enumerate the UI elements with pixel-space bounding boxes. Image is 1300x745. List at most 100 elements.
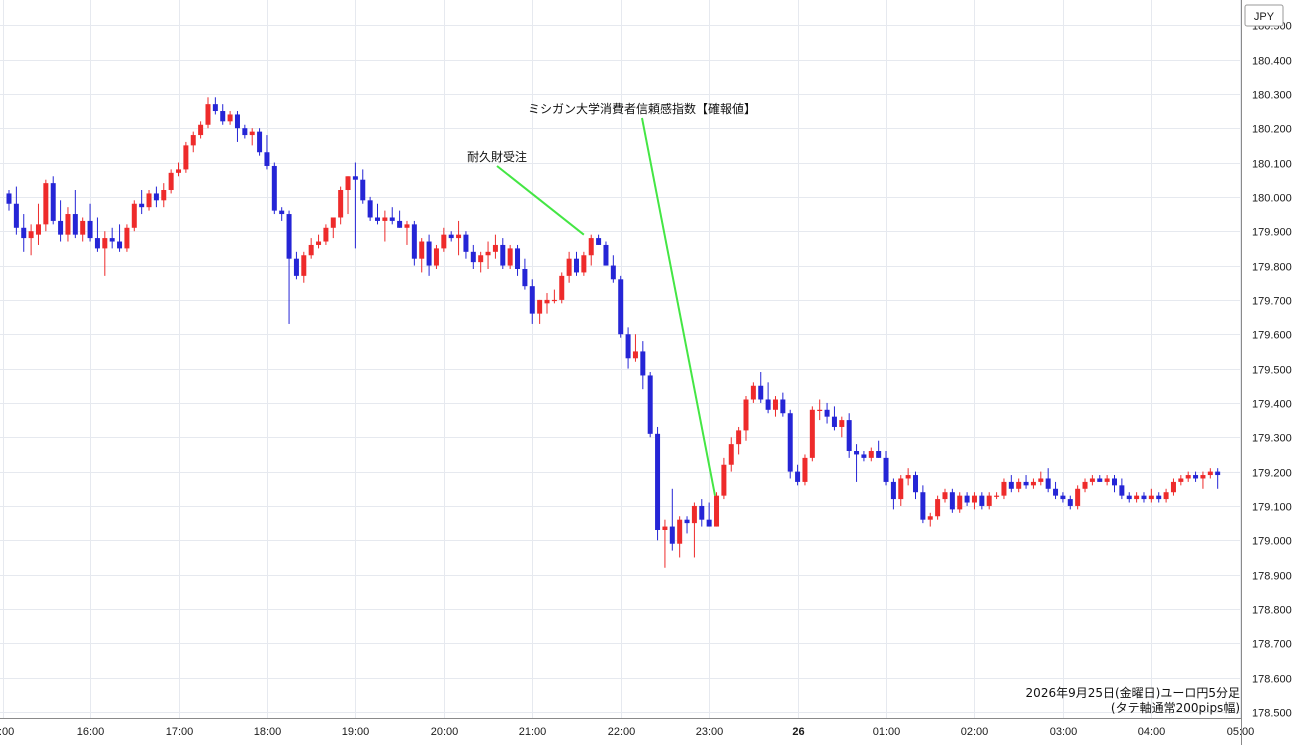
candle-body — [139, 203, 145, 208]
candle — [979, 492, 985, 510]
x-tick-label: 16:00 — [77, 726, 105, 738]
candle — [905, 468, 911, 486]
candle-body — [986, 495, 992, 506]
candle-body — [6, 193, 12, 204]
candle — [566, 251, 572, 283]
candle-body — [441, 234, 447, 249]
candle — [632, 334, 638, 362]
candle — [338, 186, 344, 225]
candle — [1067, 495, 1073, 510]
candle-body — [935, 499, 941, 517]
candle — [949, 488, 955, 513]
candle-body — [1193, 475, 1199, 479]
candle — [529, 279, 535, 324]
candle-body — [448, 234, 454, 239]
candle — [986, 492, 992, 510]
candle-body — [389, 217, 395, 221]
candle — [6, 190, 12, 211]
candle-body — [515, 248, 521, 269]
y-tick-label: 179.700 — [1252, 296, 1292, 308]
candle-body — [559, 275, 565, 300]
candle — [780, 392, 786, 417]
candle — [890, 478, 896, 510]
candle — [301, 251, 307, 283]
candle-body — [234, 114, 240, 129]
annotations: 耐久財受注 ミシガン大学消費者信頼感指数【確報値】 — [467, 101, 756, 496]
candle-body — [537, 299, 543, 314]
candle — [470, 244, 476, 269]
candle-body — [573, 258, 579, 273]
candle-body — [949, 492, 955, 510]
price-axis[interactable]: 180.500180.400180.300180.200180.100180.0… — [1252, 21, 1292, 720]
candle — [35, 203, 41, 245]
candle — [846, 413, 852, 458]
candle — [758, 372, 764, 403]
candle-body — [1170, 481, 1176, 493]
candle-body — [1112, 478, 1117, 486]
candle-body — [220, 111, 226, 122]
candle — [1016, 478, 1022, 493]
time-axis[interactable]: 5:00 16:00 17:00 18:00 19:00 20:00 21:00 22:00 2… — [0, 726, 1254, 738]
candle-body — [905, 475, 911, 479]
candle — [772, 396, 778, 417]
candle — [994, 492, 1000, 500]
y-tick-label: 180.100 — [1252, 159, 1292, 171]
candle — [293, 251, 299, 280]
x-tick-label: 03:00 — [1050, 726, 1078, 738]
candle-body — [1075, 488, 1081, 506]
candle — [515, 244, 521, 276]
candle-body — [1104, 478, 1110, 482]
candle-body — [190, 135, 196, 146]
y-tick-label: 179.900 — [1252, 227, 1292, 239]
candle-body — [323, 227, 329, 242]
candle — [212, 97, 218, 115]
candle-body — [249, 131, 255, 136]
candle-body — [677, 519, 683, 544]
candle-body — [28, 231, 34, 239]
candle — [316, 234, 322, 249]
candle-body — [286, 214, 292, 259]
candle-body — [831, 416, 837, 427]
candle — [352, 162, 358, 249]
y-tick-label: 180.300 — [1252, 90, 1292, 102]
candle — [205, 97, 211, 129]
candle — [603, 241, 609, 266]
candle-body — [80, 220, 86, 235]
candle — [227, 111, 233, 125]
y-tick-label: 179.400 — [1252, 399, 1292, 411]
candle — [1170, 478, 1176, 496]
y-tick-label: 179.300 — [1252, 433, 1292, 445]
candle — [971, 492, 977, 510]
candle-body — [647, 375, 653, 434]
candle — [131, 200, 137, 232]
candle-body — [463, 234, 469, 252]
x-tick-label: 02:00 — [961, 726, 989, 738]
candle-body — [485, 251, 491, 256]
time-axis-background — [0, 718, 1300, 745]
candle — [375, 203, 380, 225]
candle-body — [618, 279, 624, 335]
candle — [382, 210, 388, 242]
candle — [1045, 468, 1051, 493]
candle-body — [13, 203, 19, 228]
candle — [957, 492, 963, 513]
candle-body — [942, 492, 948, 500]
candle-body — [846, 420, 852, 452]
candle-body — [625, 334, 631, 359]
candle-body — [316, 241, 322, 245]
candle — [1178, 475, 1184, 486]
candle — [1001, 478, 1007, 500]
candle-body — [433, 248, 439, 266]
candle-body — [913, 475, 919, 493]
candle — [176, 162, 182, 177]
candle — [463, 231, 469, 259]
candle — [802, 454, 808, 486]
candle-body — [691, 505, 697, 524]
candle — [139, 190, 145, 215]
candle-body — [168, 172, 174, 191]
candle — [183, 141, 189, 173]
candle — [419, 238, 425, 273]
candle-body — [1016, 481, 1022, 489]
candle — [1112, 475, 1117, 493]
candle-body — [1163, 492, 1169, 500]
